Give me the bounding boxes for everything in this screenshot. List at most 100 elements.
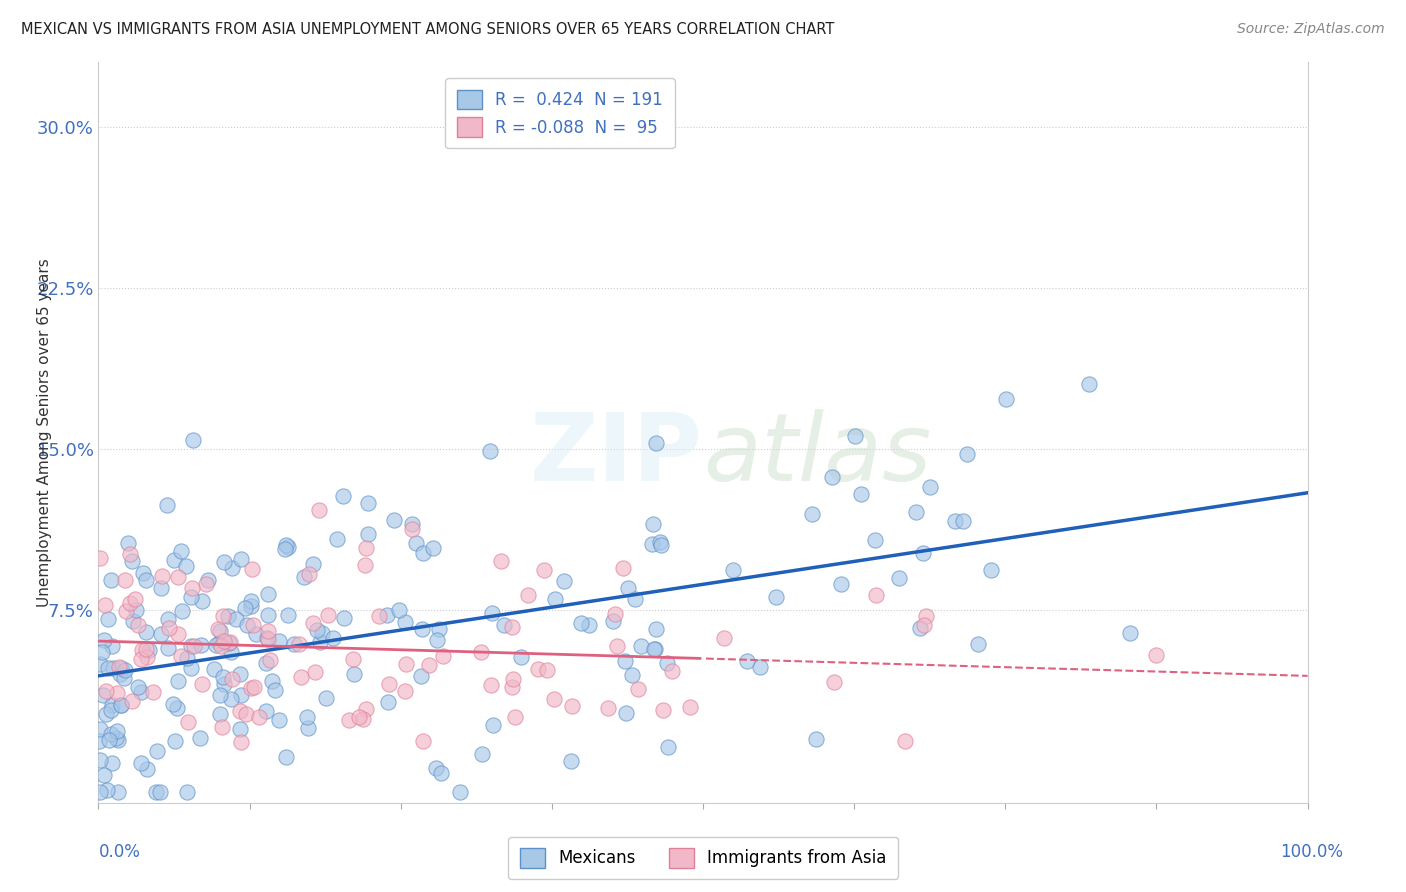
Point <box>231 552 253 566</box>
Point <box>905 505 928 519</box>
Point <box>409 669 432 683</box>
Point <box>166 674 188 689</box>
Point <box>165 733 187 747</box>
Text: Unemployment Among Seniors over 65 years: Unemployment Among Seniors over 65 years <box>37 259 52 607</box>
Point <box>105 723 128 738</box>
Point <box>121 554 143 568</box>
Point <box>183 639 205 653</box>
Text: 0.0%: 0.0% <box>98 843 141 861</box>
Point <box>800 508 823 522</box>
Point <box>277 540 299 554</box>
Point <box>170 543 193 558</box>
Text: MEXICAN VS IMMIGRANTS FROM ASIA UNEMPLOYMENT AMONG SENIORS OVER 65 YEARS CORRELA: MEXICAN VS IMMIGRANTS FROM ASIA UNEMPLOY… <box>21 22 835 37</box>
Point <box>115 604 138 618</box>
Point <box>125 602 148 616</box>
Point <box>501 680 523 694</box>
Point <box>129 651 152 665</box>
Point <box>212 677 235 691</box>
Point <box>471 747 494 761</box>
Point <box>121 694 143 708</box>
Point <box>617 581 640 595</box>
Point <box>190 676 212 690</box>
Point <box>236 618 259 632</box>
Point <box>298 567 321 582</box>
Point <box>254 704 277 718</box>
Point <box>368 609 391 624</box>
Point <box>89 734 111 748</box>
Point <box>865 588 887 602</box>
Legend: Mexicans, Immigrants from Asia: Mexicans, Immigrants from Asia <box>508 837 898 880</box>
Point <box>1119 626 1142 640</box>
Point <box>425 760 447 774</box>
Point <box>918 480 941 494</box>
Point <box>337 713 360 727</box>
Point <box>120 547 142 561</box>
Point <box>135 624 157 639</box>
Point <box>180 590 202 604</box>
Point <box>479 678 502 692</box>
Point <box>650 534 672 549</box>
Point <box>430 765 453 780</box>
Point <box>204 638 226 652</box>
Point <box>107 732 129 747</box>
Point <box>315 691 337 706</box>
Point <box>211 720 233 734</box>
Point <box>544 591 567 606</box>
Point <box>218 636 240 650</box>
Point <box>643 642 665 657</box>
Point <box>221 672 243 686</box>
Point <box>980 563 1002 577</box>
Point <box>418 658 440 673</box>
Point <box>536 663 558 677</box>
Point <box>865 533 887 548</box>
Point <box>145 785 167 799</box>
Point <box>311 626 333 640</box>
Point <box>219 635 242 649</box>
Point <box>912 546 935 560</box>
Point <box>157 621 180 635</box>
Point <box>318 608 340 623</box>
Point <box>191 594 214 608</box>
Point <box>94 707 117 722</box>
Point <box>516 588 538 602</box>
Point <box>713 632 735 646</box>
Point <box>100 639 122 653</box>
Point <box>235 706 257 721</box>
Point <box>749 659 772 673</box>
Point <box>661 664 683 678</box>
Point <box>830 576 852 591</box>
Point <box>209 639 232 653</box>
Point <box>233 601 256 615</box>
Point <box>174 558 197 573</box>
Point <box>561 698 583 713</box>
Point <box>105 686 128 700</box>
Point <box>114 574 136 588</box>
Point <box>652 702 675 716</box>
Point <box>394 683 416 698</box>
Point <box>655 656 678 670</box>
Point <box>105 731 128 745</box>
Point <box>481 718 503 732</box>
Point <box>627 682 650 697</box>
Point <box>302 615 325 630</box>
Point <box>240 562 263 576</box>
Point <box>297 721 319 735</box>
Point <box>100 574 122 588</box>
Point <box>915 608 938 623</box>
Point <box>630 639 652 653</box>
Point <box>290 669 312 683</box>
Point <box>893 734 915 748</box>
Point <box>401 522 423 536</box>
Point <box>553 574 575 588</box>
Point <box>136 762 159 776</box>
Point <box>89 657 111 671</box>
Point <box>288 637 311 651</box>
Point <box>100 703 122 717</box>
Point <box>176 785 198 799</box>
Point <box>150 568 173 582</box>
Point <box>533 563 555 577</box>
Point <box>156 612 179 626</box>
Point <box>375 607 398 622</box>
Point <box>620 667 643 681</box>
Point <box>156 498 179 512</box>
